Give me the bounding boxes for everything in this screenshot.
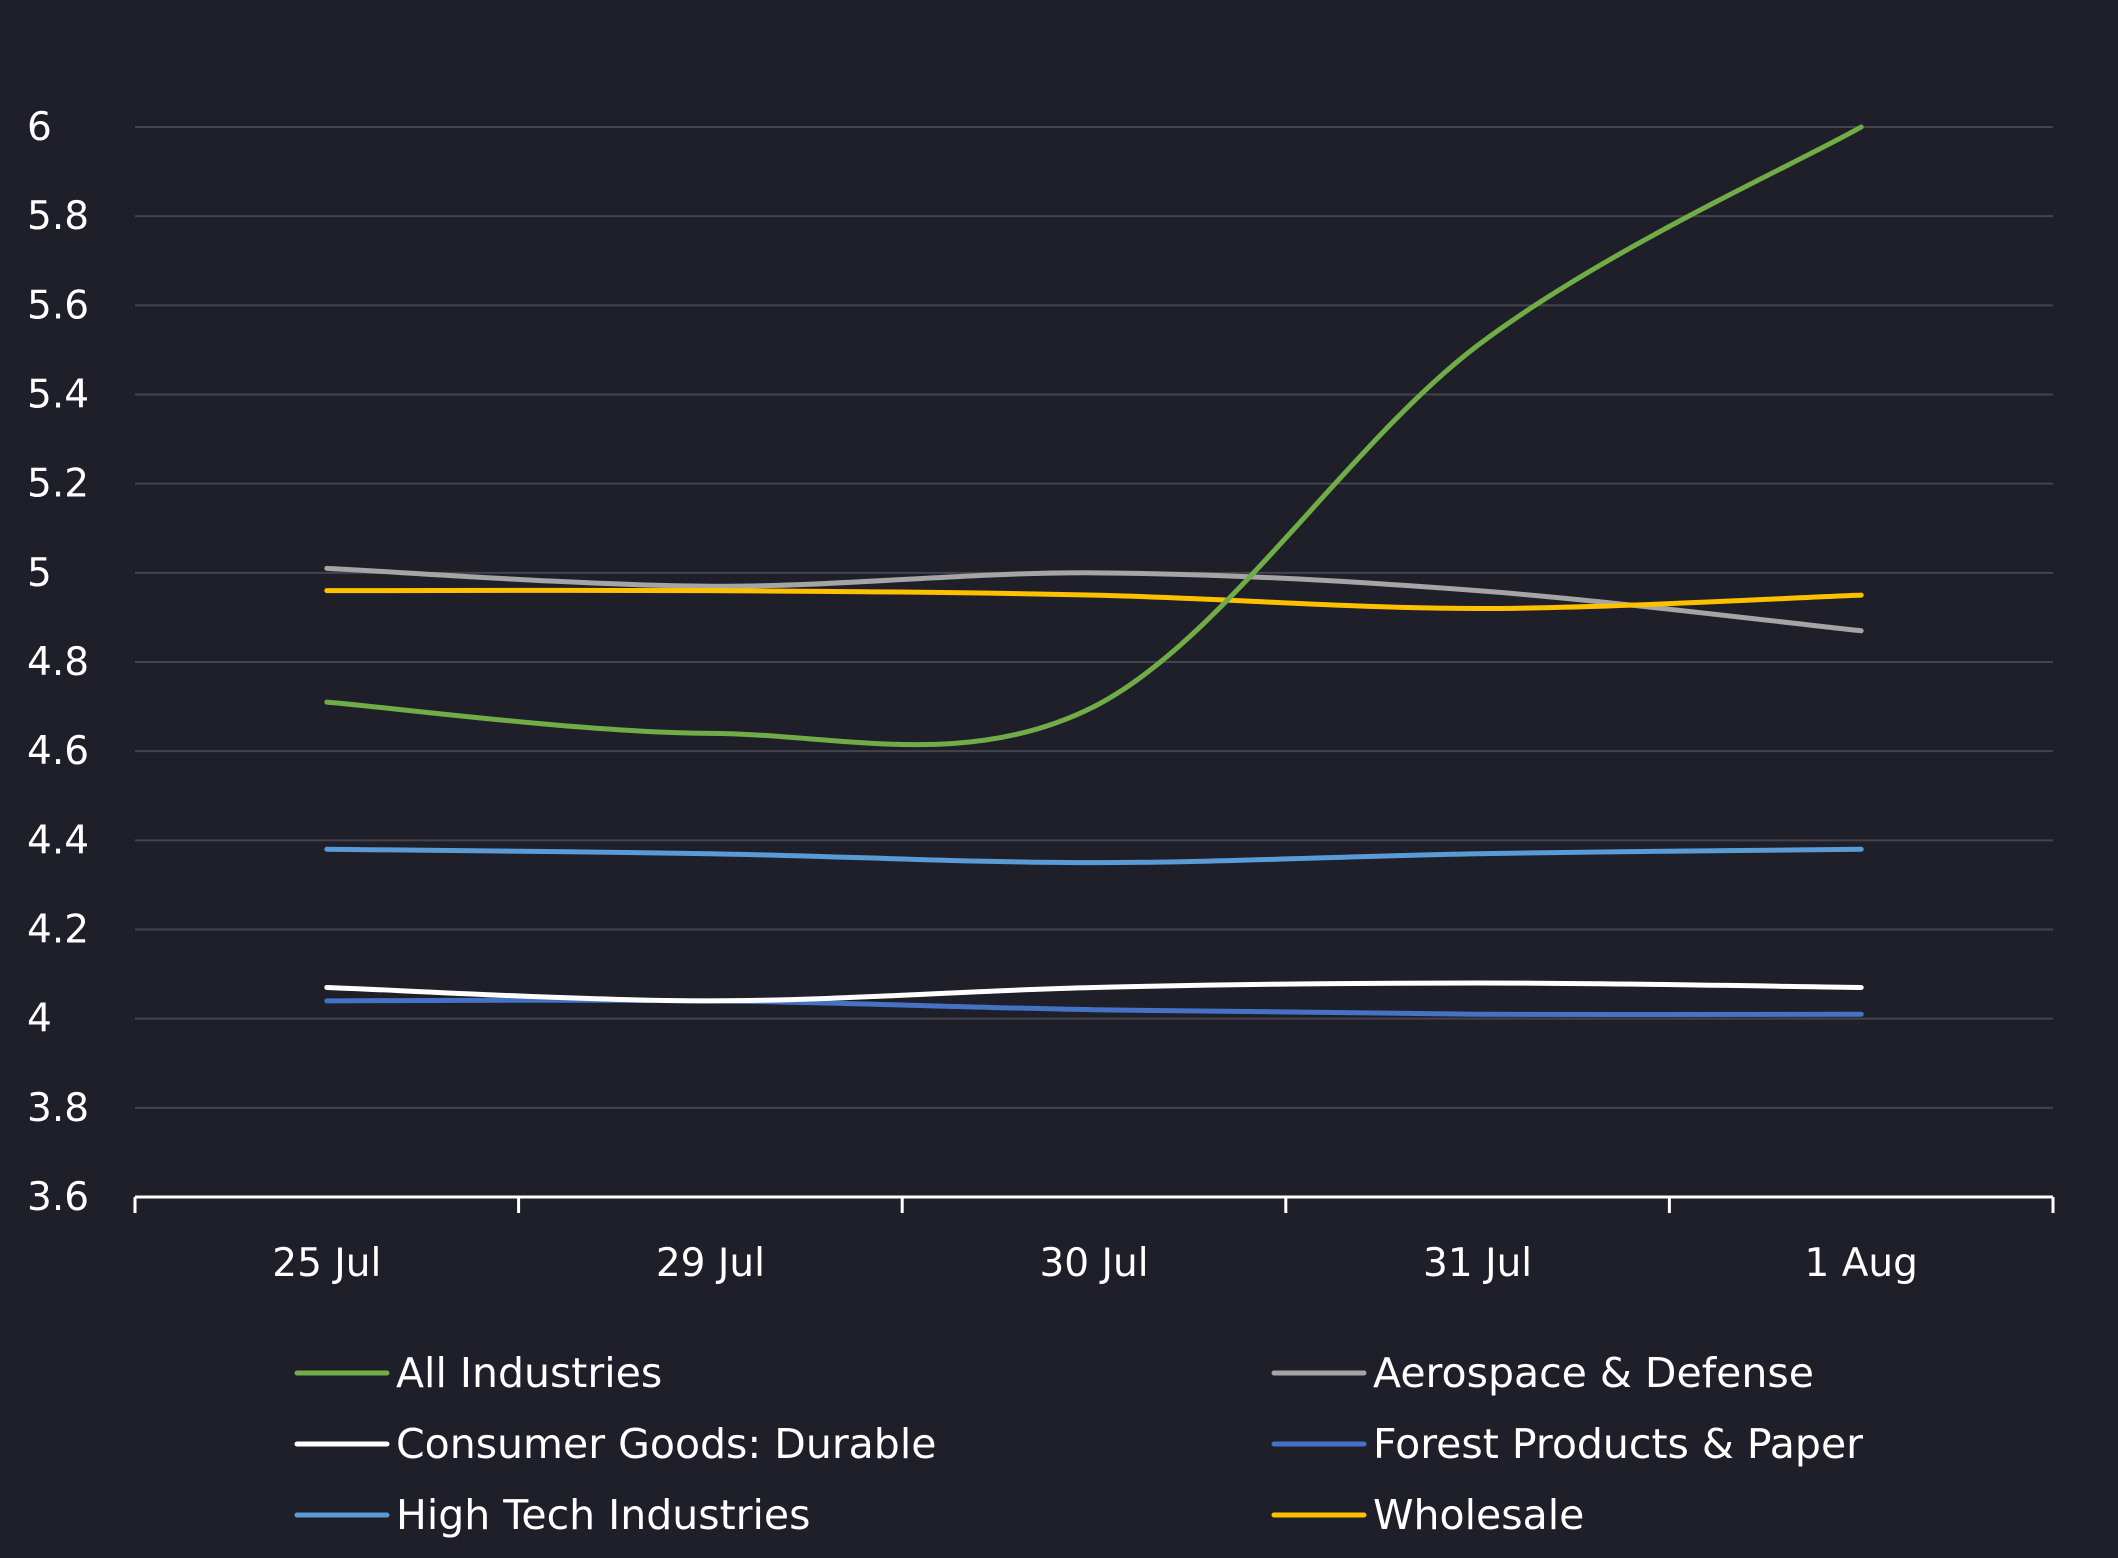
- y-tick-label: 4: [27, 997, 52, 1042]
- legend-label: Consumer Goods: Durable: [396, 1420, 936, 1468]
- x-tick-label: 31 Jul: [1423, 1241, 1532, 1286]
- legend-item-wholesale: Wholesale: [1271, 1491, 1584, 1539]
- legend-item-high-tech-industries: High Tech Industries: [294, 1491, 810, 1539]
- y-axis-tick-labels: 3.6 3.8 4 4.2 4.4 4.6 4.8 5 5.2 5.4 5.6 5.8 6: [27, 105, 89, 1220]
- y-tick-label: 5: [27, 551, 52, 596]
- plot-series: [324, 124, 1864, 1018]
- y-tick-label: 5.2: [27, 462, 89, 507]
- series-line-all-industries: [324, 124, 1864, 748]
- y-tick-label: 5.4: [27, 373, 89, 418]
- y-tick-label: 4.2: [27, 908, 89, 953]
- x-tick-label: 29 Jul: [656, 1241, 765, 1286]
- legend-label: Aerospace & Defense: [1373, 1349, 1814, 1397]
- x-axis-tick-labels: 25 Jul 29 Jul 30 Jul 31 Jul 1 Aug: [272, 1241, 1918, 1286]
- legend-label: Forest Products & Paper: [1373, 1420, 1863, 1468]
- y-tick-label: 3.8: [27, 1086, 89, 1131]
- x-tick-label: 25 Jul: [272, 1241, 381, 1286]
- y-tick-label: 4.8: [27, 640, 89, 685]
- y-tick-label: 4.6: [27, 729, 89, 774]
- legend-label: High Tech Industries: [396, 1491, 810, 1539]
- series-line-wholesale: [324, 587, 1864, 611]
- y-tick-label: 5.8: [27, 194, 89, 239]
- series-line-aerospace-defense: [324, 565, 1864, 634]
- x-tick-label: 1 Aug: [1805, 1241, 1918, 1286]
- legend-item-forest-products-paper: Forest Products & Paper: [1271, 1420, 1863, 1468]
- legend: All Industries Aerospace & Defense Consume…: [294, 1349, 1863, 1539]
- y-tick-label: 4.4: [27, 818, 89, 863]
- legend-label: Wholesale: [1373, 1491, 1584, 1539]
- x-axis: [133, 1195, 2055, 1213]
- legend-label: All Industries: [396, 1349, 662, 1397]
- legend-item-aerospace-defense: Aerospace & Defense: [1271, 1349, 1814, 1397]
- y-tick-label: 5.6: [27, 283, 89, 328]
- y-tick-label: 6: [27, 105, 52, 150]
- x-tick-label: 30 Jul: [1039, 1241, 1148, 1286]
- series-line-consumer-goods-durable: [324, 980, 1864, 1004]
- series-line-high-tech-industries: [324, 846, 1864, 866]
- legend-item-consumer-goods-durable: Consumer Goods: Durable: [294, 1420, 936, 1468]
- gridlines: [135, 126, 2053, 1109]
- y-tick-label: 3.6: [27, 1175, 89, 1220]
- legend-item-all-industries: All Industries: [294, 1349, 662, 1397]
